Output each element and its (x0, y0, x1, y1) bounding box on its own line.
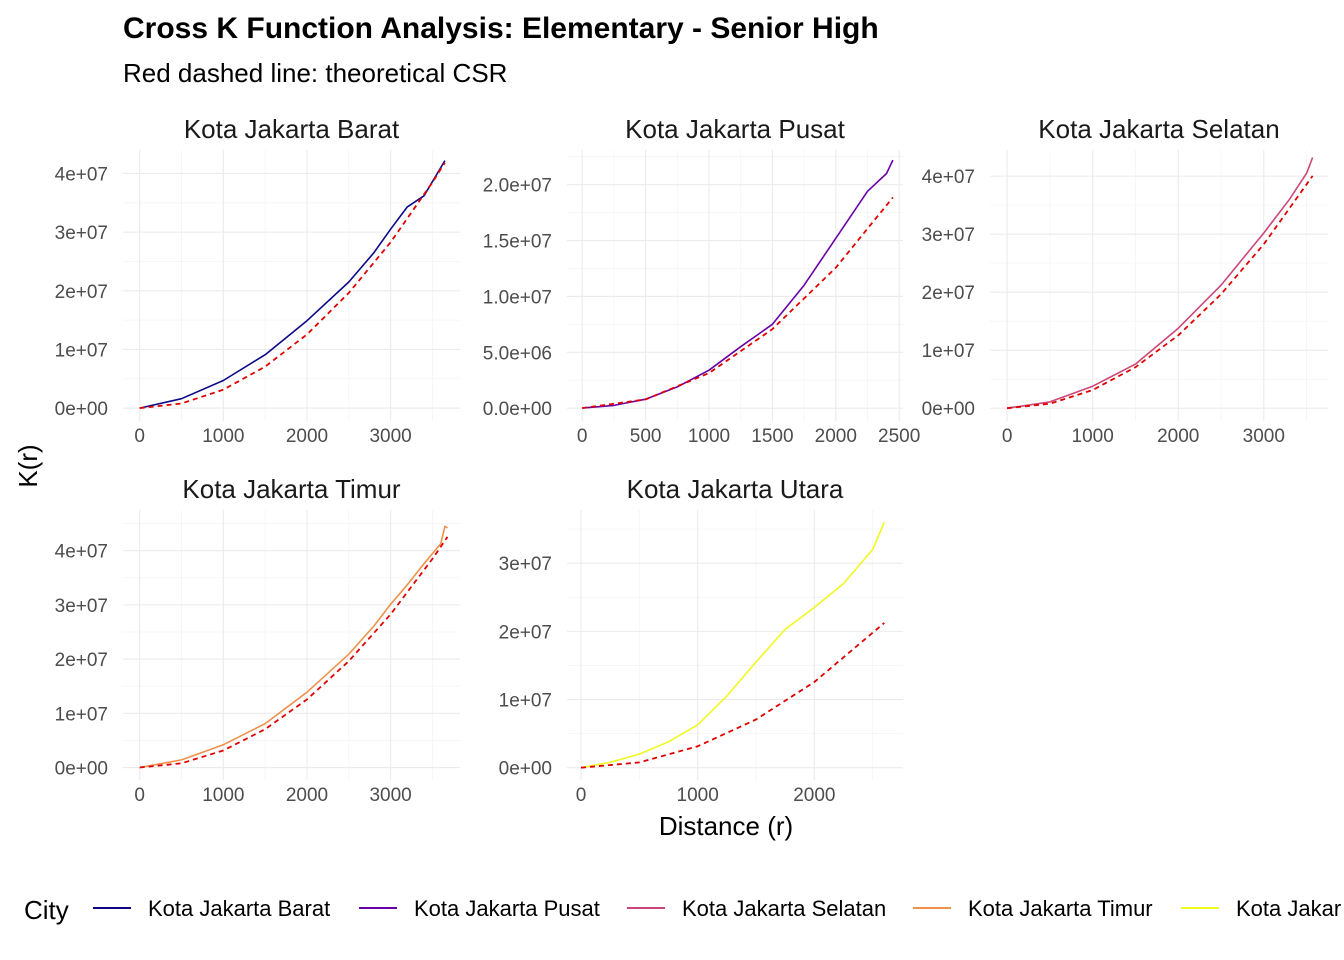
x-tick-label: 1000 (202, 785, 244, 806)
y-tick-label: 4e+07 (55, 164, 108, 185)
y-tick-label: 0e+00 (55, 399, 108, 420)
x-tick-label: 2500 (878, 426, 920, 447)
x-tick-label: 0 (134, 785, 145, 806)
x-axis-title: Distance (r) (659, 811, 793, 841)
panel-kota-jakarta-barat: 0 1000 2000 3000 0e+00 1e+07 2e+07 3e+07 4e+07 Ko… (55, 114, 460, 447)
legend-item-3: Kota Jakarta Selatan (627, 896, 886, 921)
legend-label: Kota Jakarta Timur (968, 896, 1153, 921)
y-tick-label: 1.0e+07 (483, 287, 552, 308)
facet-panels: 0 1000 2000 3000 0e+00 1e+07 2e+07 3e+07 4e+07 Ko… (55, 114, 1328, 806)
x-tick-label: 500 (630, 426, 662, 447)
x-tick-label: 0 (576, 785, 587, 806)
panel-kota-jakarta-pusat: 0 500 1000 1500 2000 2500 0.0e+00 5.0e+06 1.0e+0… (483, 114, 921, 447)
chart-subtitle: Red dashed line: theoretical CSR (123, 58, 507, 88)
y-tick-label: 2.0e+07 (483, 176, 552, 197)
y-tick-label: 2e+07 (55, 282, 108, 303)
x-tick-label: 3000 (369, 785, 411, 806)
x-tick-label: 3000 (369, 426, 411, 447)
k-line-kota-jakarta-timur (139, 525, 448, 769)
x-tick-label: 1000 (688, 426, 730, 447)
csr-line-kota-jakarta-timur (139, 536, 449, 769)
k-line-kota-jakarta-pusat (582, 159, 894, 409)
y-tick-label: 1e+07 (499, 691, 552, 712)
legend: City Kota Jakarta Barat Kota Jakarta Pusa… (24, 895, 1341, 925)
x-tick-label: 1000 (1072, 426, 1114, 447)
legend-item-4: Kota Jakarta Timur (913, 896, 1153, 921)
y-tick-label: 1.5e+07 (483, 232, 552, 253)
x-tick-label: 3000 (1243, 426, 1285, 447)
y-tick-label: 3e+07 (499, 554, 552, 575)
x-tick-label: 1000 (677, 785, 719, 806)
legend-label: Kota Jakarta Barat (148, 896, 330, 921)
x-tick-label: 2000 (815, 426, 857, 447)
legend-label: Kota Jakarta Selatan (682, 896, 886, 921)
legend-item-2: Kota Jakarta Pusat (359, 896, 600, 921)
panel-kota-jakarta-timur: 0 1000 2000 3000 0e+00 1e+07 2e+07 3e+07 4e+07 Ko… (55, 474, 460, 806)
x-tick-label: 0 (134, 426, 145, 447)
y-tick-label: 2e+07 (55, 650, 108, 671)
y-tick-label: 0.0e+00 (483, 399, 552, 420)
y-tick-label: 1e+07 (922, 341, 975, 362)
x-tick-label: 0 (1002, 426, 1013, 447)
y-tick-label: 4e+07 (55, 542, 108, 563)
x-tick-label: 2000 (1157, 426, 1199, 447)
legend-item-1: Kota Jakarta Barat (93, 896, 330, 921)
csr-line-kota-jakarta-barat (139, 162, 446, 409)
legend-label: Kota Jakarta Pusat (414, 896, 600, 921)
legend-item-5: Kota Jakar (1181, 896, 1341, 921)
y-tick-label: 4e+07 (922, 167, 975, 188)
facet-title-kota-jakarta-utara: Kota Jakarta Utara (627, 474, 844, 504)
y-tick-label: 1e+07 (55, 704, 108, 725)
y-tick-label: 5.0e+06 (483, 343, 552, 364)
x-tick-label: 1500 (751, 426, 793, 447)
chart-title: Cross K Function Analysis: Elementary - … (123, 12, 879, 45)
x-tick-label: 2000 (793, 785, 835, 806)
facet-title-kota-jakarta-pusat: Kota Jakarta Pusat (625, 114, 845, 144)
y-tick-label: 0e+00 (55, 759, 108, 780)
y-tick-label: 3e+07 (55, 223, 108, 244)
x-tick-label: 0 (577, 426, 588, 447)
y-axis-title: K(r) (13, 444, 43, 487)
y-tick-label: 2e+07 (499, 622, 552, 643)
y-tick-label: 1e+07 (55, 340, 108, 361)
facet-title-kota-jakarta-timur: Kota Jakarta Timur (182, 474, 401, 504)
x-tick-label: 1000 (202, 426, 244, 447)
legend-title: City (24, 895, 69, 925)
y-tick-label: 3e+07 (55, 596, 108, 617)
facet-title-kota-jakarta-barat: Kota Jakarta Barat (184, 114, 400, 144)
csr-line-kota-jakarta-pusat (582, 196, 894, 409)
y-tick-label: 2e+07 (922, 283, 975, 304)
csr-line-kota-jakarta-selatan (1007, 175, 1314, 410)
x-tick-label: 2000 (286, 426, 328, 447)
legend-label: Kota Jakar (1236, 896, 1341, 921)
y-tick-label: 0e+00 (922, 399, 975, 420)
panel-kota-jakarta-utara: 0 1000 2000 0e+00 1e+07 2e+07 3e+07 Kota Jakart… (499, 474, 903, 806)
panel-kota-jakarta-selatan: 0 1000 2000 3000 0e+00 1e+07 2e+07 3e+07 4e+07 Ko… (922, 114, 1328, 447)
k-line-kota-jakarta-selatan (1006, 157, 1314, 409)
y-tick-label: 3e+07 (922, 225, 975, 246)
csr-line-kota-jakarta-utara (580, 622, 885, 769)
y-tick-label: 0e+00 (499, 759, 552, 780)
k-line-kota-jakarta-utara (580, 521, 886, 769)
x-tick-label: 2000 (286, 785, 328, 806)
facet-title-kota-jakarta-selatan: Kota Jakarta Selatan (1038, 114, 1279, 144)
k-line-kota-jakarta-barat (139, 160, 446, 409)
